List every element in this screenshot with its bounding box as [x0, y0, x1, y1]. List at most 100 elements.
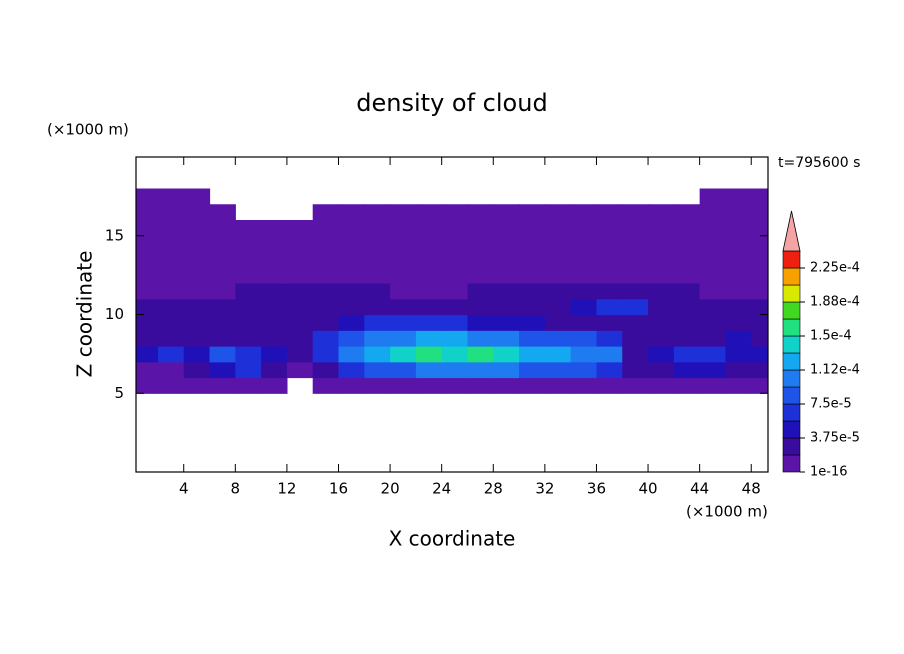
- contour-field: [136, 188, 768, 394]
- contour-cell: [493, 298, 520, 316]
- contour-cell: [183, 283, 211, 300]
- contour-cell: [235, 361, 262, 379]
- contour-cell: [183, 330, 211, 347]
- contour-cell: [209, 251, 236, 268]
- y-unit: (×1000 m): [47, 121, 129, 139]
- contour-cell: [338, 314, 365, 331]
- contour-cell: [136, 220, 159, 237]
- contour-cell: [415, 314, 443, 331]
- contour-cell: [596, 251, 623, 268]
- contour-cell: [673, 361, 701, 379]
- contour-cell: [519, 361, 546, 379]
- chart-title: density of cloud: [356, 89, 547, 117]
- contour-cell: [235, 220, 262, 237]
- contour-cell: [312, 235, 340, 253]
- contour-cell: [467, 283, 494, 300]
- contour-cell: [570, 298, 598, 316]
- contour-cell: [622, 204, 649, 221]
- contour-cell: [136, 251, 159, 268]
- colorbar-tick-label: 1e-16: [810, 465, 848, 480]
- contour-cell: [209, 330, 236, 347]
- contour-cell: [157, 235, 185, 253]
- colorbar-box: [782, 301, 801, 320]
- contour-cell: [673, 251, 701, 268]
- contour-cell: [673, 330, 701, 347]
- contour-cell: [570, 220, 598, 237]
- contour-cell: [751, 267, 768, 284]
- contour-cell: [209, 377, 236, 394]
- contour-cell: [648, 267, 675, 284]
- contour-cell: [415, 377, 443, 394]
- contour-cell: [751, 330, 768, 347]
- contour-cell: [415, 346, 443, 363]
- contour-cell: [157, 251, 185, 268]
- contour-cell: [544, 361, 572, 379]
- contour-cell: [570, 267, 598, 284]
- contour-cell: [751, 235, 768, 253]
- contour-cell: [261, 251, 288, 268]
- contour-cell: [157, 188, 185, 205]
- colorbar-box: [782, 335, 801, 354]
- contour-cell: [415, 251, 443, 268]
- contour-cell: [183, 220, 211, 237]
- contour-cell: [544, 346, 572, 363]
- contour-cell: [136, 235, 159, 253]
- contour-cell: [751, 283, 768, 300]
- contour-cell: [441, 361, 469, 379]
- contour-cell: [183, 235, 211, 253]
- contour-cell: [312, 361, 340, 379]
- contour-cell: [415, 267, 443, 284]
- contour-cell: [570, 235, 598, 253]
- x-tick-label: 28: [484, 480, 503, 498]
- contour-cell: [519, 235, 546, 253]
- contour-cell: [286, 298, 314, 316]
- colorbar-tick-label: 1.5e-4: [810, 329, 852, 344]
- contour-cell: [699, 220, 727, 237]
- contour-cell: [725, 314, 752, 331]
- contour-cell: [493, 346, 520, 363]
- contour-cell: [441, 251, 469, 268]
- contour-cell: [338, 251, 365, 268]
- contour-cell: [338, 220, 365, 237]
- contour-cell: [157, 283, 185, 300]
- contour-cell: [544, 235, 572, 253]
- contour-cell: [519, 220, 546, 237]
- contour-cell: [596, 330, 623, 347]
- contour-cell: [364, 361, 391, 379]
- contour-cell: [648, 346, 675, 363]
- contour-cell: [312, 267, 340, 284]
- contour-cell: [157, 361, 185, 379]
- contour-cell: [467, 251, 494, 268]
- contour-cell: [286, 267, 314, 284]
- contour-cell: [519, 314, 546, 331]
- contour-cell: [441, 377, 469, 394]
- contour-cell: [441, 204, 469, 221]
- contour-cell: [622, 330, 649, 347]
- contour-cell: [157, 330, 185, 347]
- contour-cell: [235, 298, 262, 316]
- x-tick-label: 36: [587, 480, 606, 498]
- contour-cell: [596, 346, 623, 363]
- contour-cell: [157, 377, 185, 394]
- contour-cell: [312, 251, 340, 268]
- contour-cell: [648, 235, 675, 253]
- contour-cell: [364, 377, 391, 394]
- contour-cell: [209, 361, 236, 379]
- contour-cell: [622, 361, 649, 379]
- contour-cell: [136, 361, 159, 379]
- contour-cell: [183, 204, 211, 221]
- contour-cell: [364, 283, 391, 300]
- colorbar-box: [782, 318, 801, 337]
- colorbar-box: [782, 437, 801, 456]
- contour-cell: [261, 377, 288, 394]
- y-tick-label: 10: [105, 305, 124, 323]
- contour-cell: [673, 377, 701, 394]
- contour-cell: [596, 204, 623, 221]
- contour-cell: [286, 361, 314, 379]
- contour-cell: [364, 346, 391, 363]
- contour-cell: [725, 220, 752, 237]
- contour-cell: [493, 204, 520, 221]
- contour-cell: [493, 314, 520, 331]
- colorbar-over: [782, 210, 801, 252]
- contour-cell: [519, 298, 546, 316]
